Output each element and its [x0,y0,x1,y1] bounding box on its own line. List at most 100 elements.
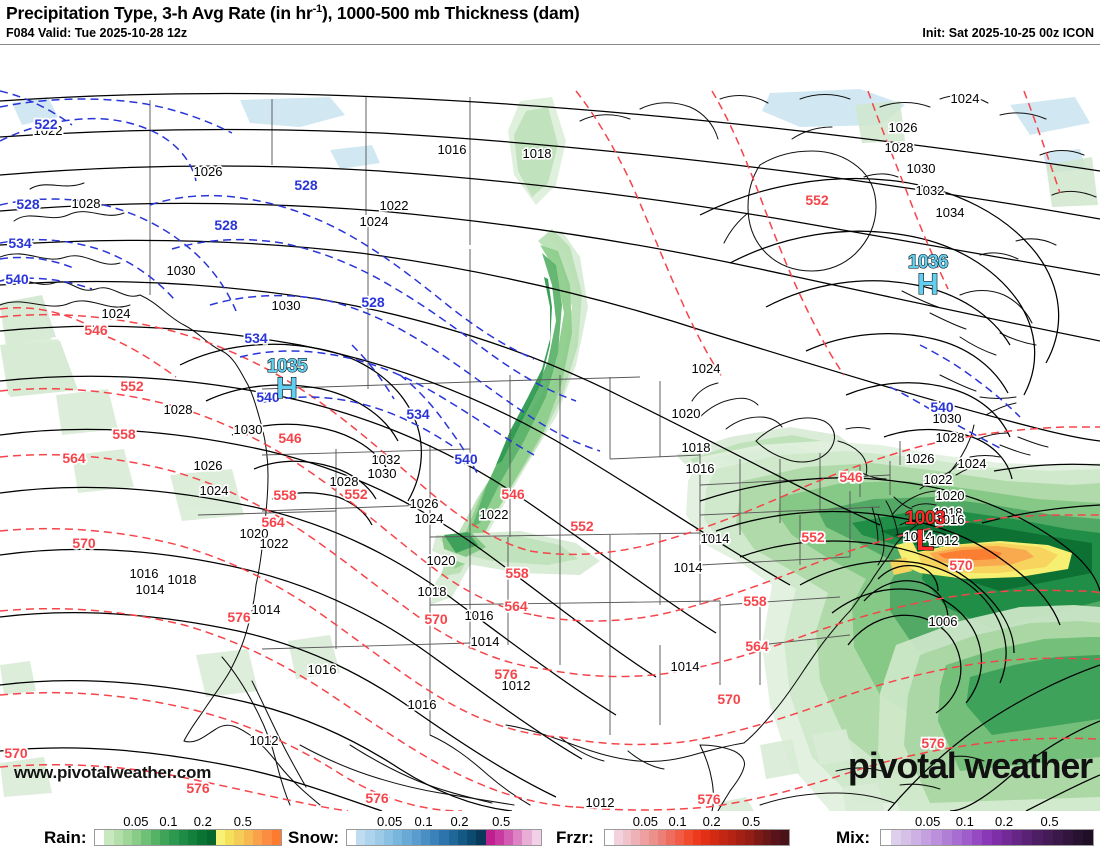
svg-text:1014: 1014 [471,634,500,649]
pressure-value: 1003 [904,508,946,529]
map-header: Precipitation Type, 3-h Avg Rate (in hr-… [0,0,1100,45]
svg-text:1016: 1016 [408,697,437,712]
legend-swatch [1052,830,1063,845]
legend-swatch [941,830,952,845]
svg-text:1020: 1020 [240,526,269,541]
svg-text:1032: 1032 [916,183,945,198]
svg-text:1016: 1016 [936,512,965,527]
svg-text:570: 570 [717,691,741,707]
legend-tick-label: 0.5 [233,814,252,829]
svg-text:1024: 1024 [958,456,987,471]
legend-swatch [631,830,640,845]
svg-text:1016: 1016 [465,608,494,623]
legend-tick-label: 0.5 [1040,814,1059,829]
svg-text:1028: 1028 [72,196,101,211]
legend-ticks-rain: 0.05 0.1 0.2 0.5 [94,814,280,830]
pressure-symbol: H [276,372,299,405]
legend-swatch [411,830,421,845]
legend-swatch [503,830,514,845]
svg-text:576: 576 [186,780,210,796]
svg-text:1030: 1030 [907,161,936,176]
legend-swatch [1082,830,1093,845]
legend-swatch [206,830,216,845]
svg-text:1024: 1024 [692,361,721,376]
legend-swatch [457,830,468,845]
pressure-center-low-1003: 1003 L [885,508,965,556]
svg-text:1028: 1028 [885,140,914,155]
legend-swatch [178,830,188,845]
legend-swatch [234,830,244,845]
legend-label-frzr: Frzr: [556,828,594,847]
legend-swatch [393,830,403,845]
legend-label-snow: Snow: [288,828,339,847]
legend-swatch [710,830,719,845]
legend-tick-label: 0.2 [702,814,721,829]
legend-tick-label: 0.2 [193,814,212,829]
legend-ticks-frzr: 0.05 0.1 0.2 0.5 [604,814,788,830]
legend-swatch [683,830,693,845]
legend-swatch [467,830,477,845]
legend-colorbar-frzr [604,829,790,846]
svg-text:570: 570 [949,557,973,573]
svg-text:570: 570 [424,611,448,627]
map-graphic: 1022 1026 1028 1022 1024 1016 1018 1024 … [0,45,1100,811]
svg-text:1018: 1018 [523,146,552,161]
legend-swatch [383,830,394,845]
legend-swatch [613,830,623,845]
site-url-watermark: www.pivotalweather.com [14,763,212,782]
legend-swatch [666,830,675,845]
legend-tick-label: 0.1 [414,814,433,829]
legend-swatch [622,830,632,845]
legend-swatch [771,830,780,845]
svg-text:1014: 1014 [701,531,730,546]
legend-swatch [160,830,170,845]
pressure-center-high-1036: 1036 H [888,252,968,300]
legend-swatch [1072,830,1083,845]
legend-colorbar-rain [94,829,282,846]
legend-swatch [1062,830,1073,845]
legend-group-frzr: Frzr: 0.05 0.1 0.2 0.5 [556,811,790,850]
svg-text:1022: 1022 [380,198,409,213]
legend-swatch [981,830,993,845]
page-title: Precipitation Type, 3-h Avg Rate (in hr-… [6,3,580,24]
legend-tick-label: 0.05 [376,814,403,829]
svg-text:1018: 1018 [168,572,197,587]
legend-ticks-mix: 0.05 0.1 0.2 0.5 [880,814,1092,830]
legend-ticks-snow: 0.05 0.1 0.2 0.5 [346,814,540,830]
precip-shading-southeast [716,729,884,811]
svg-text:1014: 1014 [671,659,700,674]
legend-swatch [605,830,614,845]
svg-text:1020: 1020 [672,406,701,421]
svg-text:546: 546 [84,322,108,338]
svg-text:1028: 1028 [164,402,193,417]
legend-swatch [141,830,151,845]
legend-swatch [1042,830,1053,845]
legend-swatch [132,830,142,845]
legend-swatch [1012,830,1023,845]
legend-swatch [402,830,412,845]
svg-text:1022: 1022 [260,536,289,551]
legend-swatch [374,830,384,845]
svg-text:540: 540 [256,389,280,405]
svg-text:1026: 1026 [889,120,918,135]
svg-text:1026: 1026 [194,458,223,473]
legend-tick-label: 0.05 [915,814,941,829]
svg-text:564: 564 [504,598,528,614]
svg-text:1030: 1030 [933,411,962,426]
svg-text:546: 546 [501,486,525,502]
svg-text:558: 558 [273,487,297,503]
legend-swatch [187,830,198,845]
legend-tick-label: 0.1 [668,814,687,829]
isobar-labels: 1022 1026 1028 1022 1024 1016 1018 1024 … [32,89,988,811]
legend-swatch [701,830,710,845]
svg-text:564: 564 [62,450,86,466]
map-canvas[interactable]: 1022 1026 1028 1022 1024 1016 1018 1024 … [0,44,1100,812]
svg-text:1030: 1030 [167,263,196,278]
precip-shading-east [686,441,1100,811]
svg-text:570: 570 [72,535,96,551]
svg-text:552: 552 [120,378,144,394]
legend-swatch [476,830,486,845]
svg-text:1022: 1022 [924,472,953,487]
thickness-labels-red: 546 552 558 564 570 570 576 546 552 558 … [3,190,975,808]
svg-text:1016: 1016 [686,461,715,476]
